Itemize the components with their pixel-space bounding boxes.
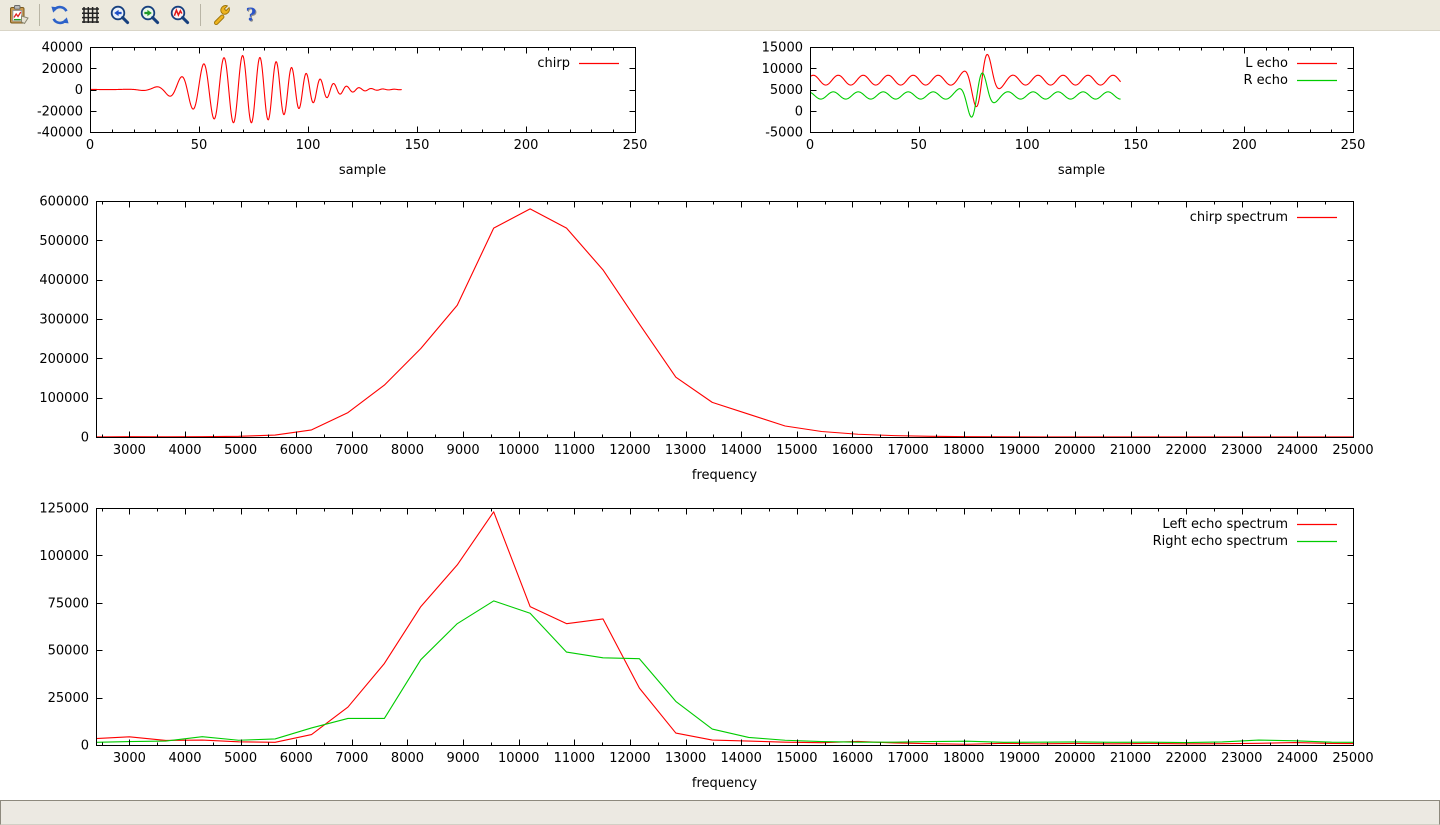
chirp-spectrum-plot[interactable] [0,192,1440,495]
zoom-autoscale-icon [170,5,190,25]
configure-button[interactable] [207,2,235,29]
refresh-icon [51,5,69,25]
zoom-previous-button[interactable] [106,2,134,29]
svg-text:?: ? [247,6,258,27]
status-bar [0,800,1440,825]
toolbar-separator [39,4,40,26]
zoom-previous-icon [110,5,130,25]
apply-autoscale-button[interactable] [166,2,194,29]
toolbar-separator [200,4,201,26]
toggle-grid-button[interactable] [76,2,104,29]
help-button[interactable]: ?? [237,2,265,29]
echo-spectra-plot[interactable] [0,495,1440,798]
grid-icon [82,7,99,23]
copy-to-clipboard-button[interactable] [5,2,33,29]
zoom-next-button[interactable] [136,2,164,29]
toolbar: ?? [0,0,1440,31]
svg-text:?: ? [246,5,257,26]
replot-button[interactable] [46,2,74,29]
echo-signals-plot[interactable] [720,32,1440,197]
clipboard-chart-icon [10,5,29,25]
help-icon: ?? [246,5,258,27]
wrench-icon [213,5,230,26]
zoom-next-icon [140,5,160,25]
chirp-signal-plot[interactable] [0,32,720,197]
